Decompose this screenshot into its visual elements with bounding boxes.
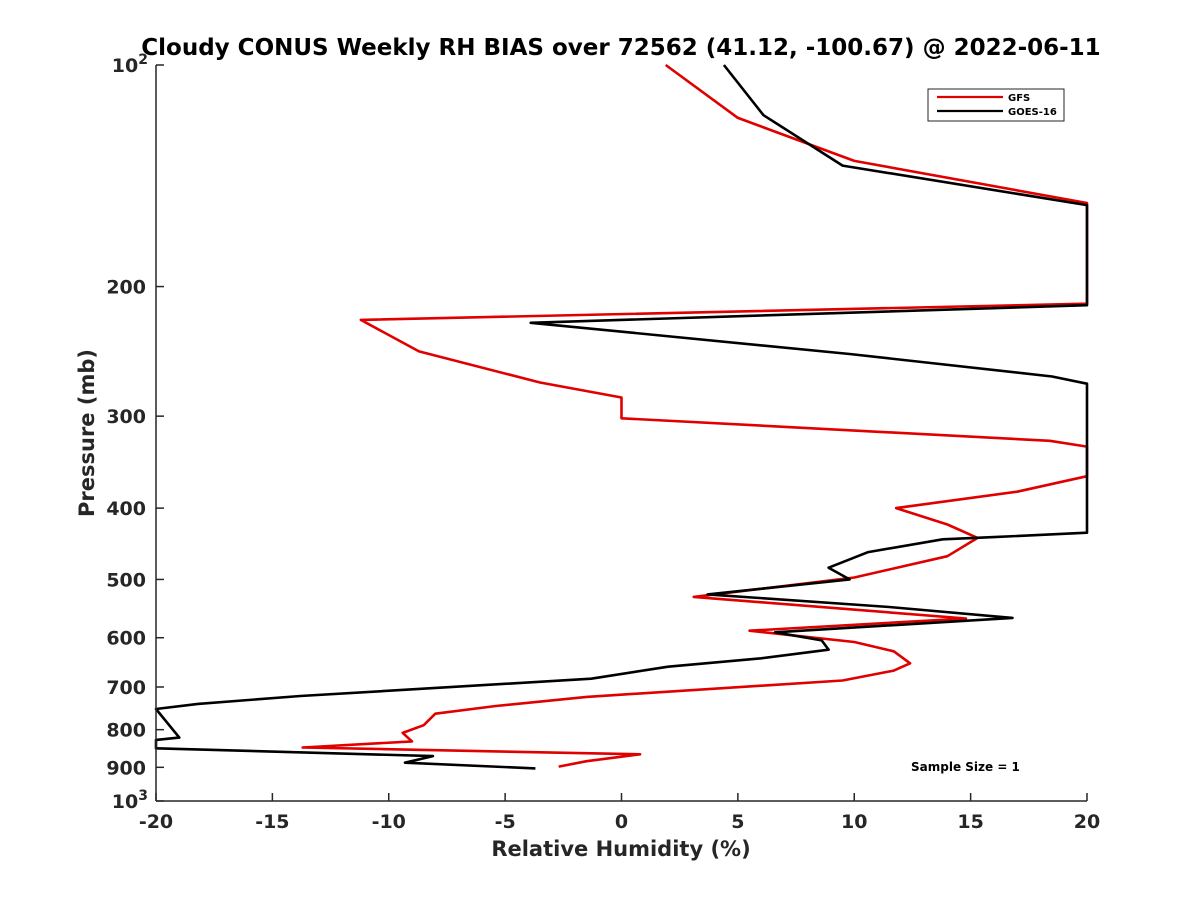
legend: GFS GOES-16 (927, 88, 1065, 122)
x-tick-label: -10 (372, 811, 406, 833)
x-axis-label: Relative Humidity (%) (491, 837, 750, 861)
x-tick-label: -20 (139, 811, 173, 833)
x-tick-label: 10 (841, 811, 867, 833)
y-tick-label: 600 (106, 628, 146, 650)
y-tick-label: 103 (112, 788, 148, 813)
x-tick-label: 15 (957, 811, 983, 833)
x-tick-label: 5 (731, 811, 744, 833)
sample-size-annotation: Sample Size = 1 (911, 760, 1020, 774)
y-tick-label: 700 (106, 677, 146, 699)
x-tick-label: 20 (1074, 811, 1100, 833)
y-tick-label: 400 (106, 498, 146, 520)
series-line-goes-16 (154, 64, 1089, 770)
plot-lines (154, 63, 1089, 770)
x-tick-label: -5 (495, 811, 516, 833)
y-tick-label: 102 (112, 52, 148, 77)
y-tick-label: 300 (106, 406, 146, 428)
y-axis-ticks: 102 200 300 400 500 600 700 800 900 103 (106, 52, 164, 813)
y-tick-label: 900 (106, 757, 146, 779)
legend-goes16-label: GOES-16 (1008, 107, 1057, 118)
x-axis-ticks: -20 -15 -10 -5 0 5 10 15 20 (139, 793, 1100, 833)
y-tick-label: 500 (106, 569, 146, 591)
chart-title: Cloudy CONUS Weekly RH BIAS over 72562 (… (141, 35, 1100, 61)
y-tick-label: 200 (106, 277, 146, 299)
x-tick-label: 0 (615, 811, 628, 833)
y-axis-label: Pressure (mb) (75, 349, 99, 517)
series-line-gfs (301, 63, 1089, 768)
y-tick-label: 800 (106, 720, 146, 742)
legend-gfs-label: GFS (1008, 93, 1030, 104)
legend-box (927, 88, 1065, 122)
x-tick-label: -15 (255, 811, 289, 833)
